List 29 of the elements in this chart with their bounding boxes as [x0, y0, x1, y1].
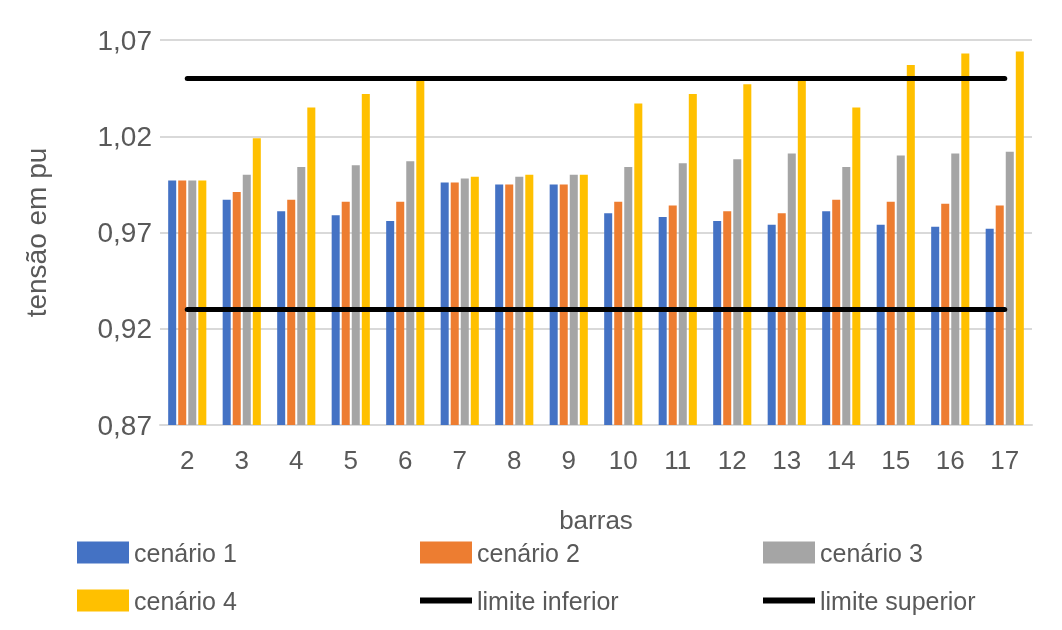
x-tick-label: 4: [289, 445, 304, 475]
x-tick-label: 5: [343, 445, 358, 475]
x-tick-label: 9: [561, 445, 576, 475]
x-tick-label: 10: [608, 445, 638, 475]
x-tick-label: 15: [881, 445, 911, 475]
x-tick-label: 7: [452, 445, 467, 475]
legend-label: cenário 4: [134, 586, 237, 615]
y-axis-title: tensão em pu: [20, 147, 52, 318]
y-tick-label: 0,87: [97, 409, 152, 441]
x-tick-label: 8: [507, 445, 522, 475]
x-tick-label: 16: [935, 445, 965, 475]
x-tick-label: 6: [398, 445, 413, 475]
x-tick-label: 3: [234, 445, 249, 475]
x-tick-label: 12: [717, 445, 747, 475]
y-tick-label: 1,02: [97, 120, 152, 152]
y-tick-label: 0,92: [97, 313, 152, 345]
y-tick-label: 0,97: [97, 217, 152, 248]
legend-label: cenário 2: [477, 538, 580, 567]
x-tick-label: 14: [826, 445, 856, 475]
x-tick-label: 11: [664, 445, 692, 475]
y-tick-label: 1,07: [97, 24, 152, 56]
x-tick-label: 13: [772, 445, 802, 475]
x-tick-label: 17: [990, 445, 1020, 475]
legend-label: limite superior: [820, 586, 976, 615]
x-axis-title: barras: [559, 505, 633, 535]
x-tick-label: 2: [180, 445, 195, 475]
legend-label: cenário 1: [134, 538, 237, 567]
legend-label: cenário 3: [820, 538, 923, 567]
legend-label: limite inferior: [477, 586, 619, 615]
